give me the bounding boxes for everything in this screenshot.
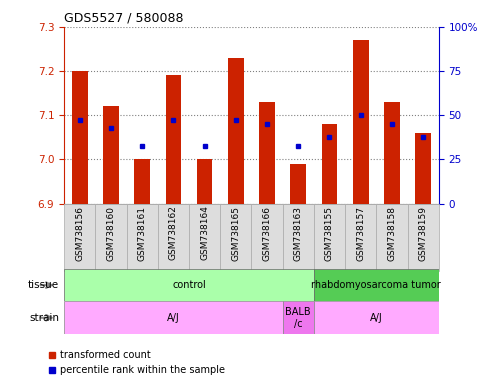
Bar: [314, 269, 439, 301]
Bar: [376, 204, 408, 271]
Bar: [282, 301, 314, 334]
Bar: [220, 204, 251, 271]
Text: tissue: tissue: [28, 280, 59, 290]
Text: rhabdomyosarcoma tumor: rhabdomyosarcoma tumor: [312, 280, 441, 290]
Bar: [95, 204, 127, 271]
Bar: [345, 204, 376, 271]
Bar: [72, 71, 88, 204]
Text: GSM738158: GSM738158: [387, 205, 396, 260]
Text: GSM738161: GSM738161: [138, 205, 146, 260]
Legend: transformed count, percentile rank within the sample: transformed count, percentile rank withi…: [44, 346, 229, 379]
Bar: [158, 204, 189, 271]
Bar: [197, 159, 212, 204]
Bar: [314, 301, 439, 334]
Text: GSM738163: GSM738163: [294, 205, 303, 260]
Text: GSM738160: GSM738160: [106, 205, 115, 260]
Bar: [103, 106, 119, 204]
Bar: [64, 269, 314, 301]
Text: GSM738155: GSM738155: [325, 205, 334, 260]
Bar: [251, 204, 282, 271]
Bar: [127, 204, 158, 271]
Bar: [64, 204, 95, 271]
Text: BALB
/c: BALB /c: [285, 307, 311, 329]
Bar: [290, 164, 306, 204]
Text: A/J: A/J: [167, 313, 180, 323]
Bar: [321, 124, 337, 204]
Text: GSM738165: GSM738165: [231, 205, 240, 260]
Bar: [408, 204, 439, 271]
Text: strain: strain: [29, 313, 59, 323]
Text: control: control: [172, 280, 206, 290]
Text: A/J: A/J: [370, 313, 383, 323]
Bar: [384, 102, 400, 204]
Bar: [64, 301, 282, 334]
Text: GSM738159: GSM738159: [419, 205, 427, 260]
Bar: [282, 204, 314, 271]
Text: GDS5527 / 580088: GDS5527 / 580088: [64, 11, 183, 24]
Bar: [259, 102, 275, 204]
Bar: [134, 159, 150, 204]
Text: GSM738166: GSM738166: [263, 205, 272, 260]
Bar: [166, 75, 181, 204]
Bar: [353, 40, 368, 204]
Bar: [189, 204, 220, 271]
Text: GSM738164: GSM738164: [200, 205, 209, 260]
Bar: [314, 204, 345, 271]
Text: GSM738162: GSM738162: [169, 205, 178, 260]
Text: GSM738157: GSM738157: [356, 205, 365, 260]
Text: GSM738156: GSM738156: [75, 205, 84, 260]
Bar: [228, 58, 244, 204]
Bar: [415, 133, 431, 204]
